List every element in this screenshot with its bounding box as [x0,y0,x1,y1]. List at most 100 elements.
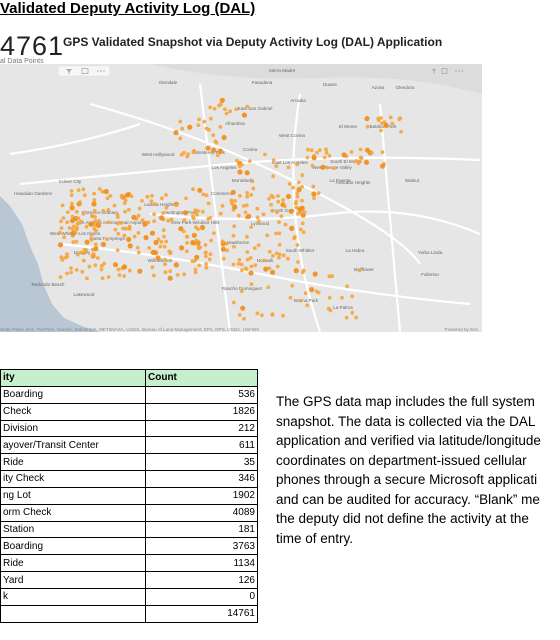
activity-point [301,230,306,235]
activity-point [167,275,173,281]
activity-point [105,196,110,201]
map-place-label: Pasadena [252,80,273,85]
activity-point [127,227,132,231]
activity-point [90,214,94,219]
activity-point [67,226,72,230]
activity-point [94,228,98,233]
activity-cell: ayover/Transit Center [0,436,146,455]
activity-point [327,154,332,158]
activity-point [92,198,97,202]
activity-point [296,187,302,193]
activity-point [281,253,286,258]
more-icon[interactable] [97,70,105,72]
activity-point [274,231,278,236]
activity-point [295,243,300,247]
activity-point [152,273,156,278]
map-place-label: Buena Park [294,298,319,303]
activity-point [66,210,70,215]
activity-point [245,191,250,195]
activity-point [152,202,157,207]
activity-point [266,285,271,290]
activity-point [277,255,281,260]
count-cell: 212 [145,419,258,438]
activity-point [322,155,327,160]
activity-point [150,194,154,198]
map-place-label: Commerce [211,191,234,196]
activity-point [69,270,73,275]
activity-point [350,294,355,299]
activity-point [116,221,120,226]
filter-icon[interactable] [66,69,72,74]
count-cell: 611 [145,436,258,455]
activity-point [179,245,185,251]
activity-point [88,221,94,227]
activity-point [119,193,124,198]
activity-point [363,159,370,165]
activity-point [220,204,225,208]
table-header-row: ity Count [0,369,258,387]
activity-point [106,208,111,212]
activity-point [228,109,233,114]
activity-point [91,252,96,256]
activity-point [146,220,151,225]
activity-point [246,213,252,219]
activity-point [206,201,211,206]
activity-point [190,259,195,264]
activity-point [99,267,104,272]
activity-point [84,224,89,229]
activity-point [309,148,314,153]
activity-point [341,152,347,158]
table-row: orm Check 4089 [0,503,258,522]
activity-point [230,189,236,195]
map-road [19,156,481,186]
activity-point [122,274,127,278]
activity-point [256,243,261,248]
map-place-label: Ladera Heights [144,202,176,207]
activity-point [235,158,239,163]
activity-point [249,225,254,230]
activity-point [137,250,141,255]
count-cell: 1902 [145,486,258,505]
activity-point [174,203,179,208]
activity-point [185,234,190,239]
activity-points [57,97,403,321]
visual-header-icons[interactable] [432,68,463,74]
activity-point [116,267,121,272]
map-place-label: Yorba Linda [418,250,443,255]
activity-point [208,215,213,220]
activity-point [365,124,370,129]
activity-point [242,316,246,321]
activity-point [187,124,193,130]
methodology-note: The GPS data map includes the full syste… [276,394,541,546]
count-cell: 536 [145,385,258,404]
activity-point [265,233,270,238]
activity-point [270,209,274,213]
focus-icon[interactable] [81,68,89,74]
activity-point [164,193,168,197]
map-place-label: Sierra Madre [269,68,296,73]
activity-point [199,224,206,231]
map-place-label: Covina [243,147,258,152]
activity-point [295,162,299,167]
activity-point [220,239,225,244]
activity-point [295,194,300,199]
activity-point [274,164,279,168]
activity-point [211,133,216,138]
activity-point [209,238,214,243]
activity-point [256,219,261,224]
activity-point [69,205,75,211]
activity-point [178,226,184,232]
activity-point [212,106,217,111]
activity-map[interactable]: Sierra Madre Glendale Pasadena Duarte Azusa G… [0,64,482,332]
activity-point [316,290,321,295]
activity-point [59,219,63,224]
table-row: Ride 35 [0,453,258,472]
activity-point [267,249,272,254]
activity-point [100,241,106,247]
activity-point [185,241,190,245]
activity-point [327,274,332,279]
activity-point [317,148,322,152]
activity-point [149,199,154,204]
activity-point [92,208,97,213]
activity-point [195,212,199,217]
